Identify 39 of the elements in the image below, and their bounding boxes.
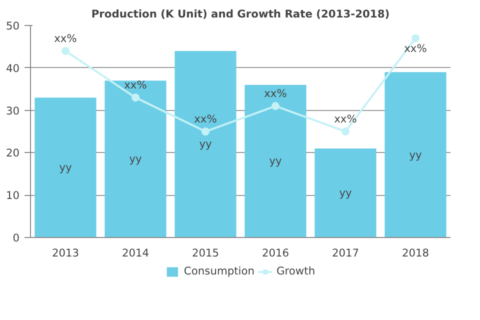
y-tick-label: 0: [12, 232, 20, 244]
point: [132, 94, 140, 102]
data-label: xx%: [264, 87, 287, 100]
bar: [104, 80, 166, 238]
data-label: yy: [59, 161, 72, 174]
y-tick-label: 40: [6, 62, 20, 75]
y-tick-label: 10: [6, 189, 20, 202]
data-label: xx%: [404, 42, 427, 56]
y-tick-label: 30: [6, 104, 20, 118]
x-tick-label: 2016: [262, 246, 290, 260]
y-tick-label: 20: [6, 146, 20, 160]
data-label: xx%: [124, 78, 147, 92]
bar: [314, 148, 376, 238]
x-tick-label: 2017: [332, 246, 360, 260]
bar: [384, 72, 446, 238]
legend-label: Consumption: [184, 264, 254, 278]
point: [202, 128, 210, 136]
data-label: xx%: [54, 32, 77, 45]
x-tick-label: 2013: [52, 246, 80, 260]
bar: [174, 50, 236, 238]
bar: [34, 98, 96, 238]
point: [342, 128, 350, 136]
y-tick-label: 50: [6, 20, 20, 32]
x-tick-label: 2018: [402, 246, 430, 260]
legend-label: Growth: [276, 264, 316, 278]
data-label: xx%: [334, 112, 357, 126]
data-label: yy: [339, 186, 352, 200]
x-tick-label: 2015: [192, 246, 220, 260]
data-label: yy: [269, 154, 282, 168]
data-label: xx%: [194, 112, 217, 126]
data-label: yy: [409, 148, 422, 162]
point: [272, 102, 280, 110]
bar: [244, 84, 306, 238]
point: [62, 46, 70, 55]
x-tick-label: 2014: [122, 246, 150, 260]
data-label: yy: [129, 152, 142, 166]
chart-title: Production (K Unit) and Growth Rate (2013-2018): [91, 8, 390, 20]
point: [412, 34, 420, 42]
data-label: yy: [199, 138, 212, 151]
